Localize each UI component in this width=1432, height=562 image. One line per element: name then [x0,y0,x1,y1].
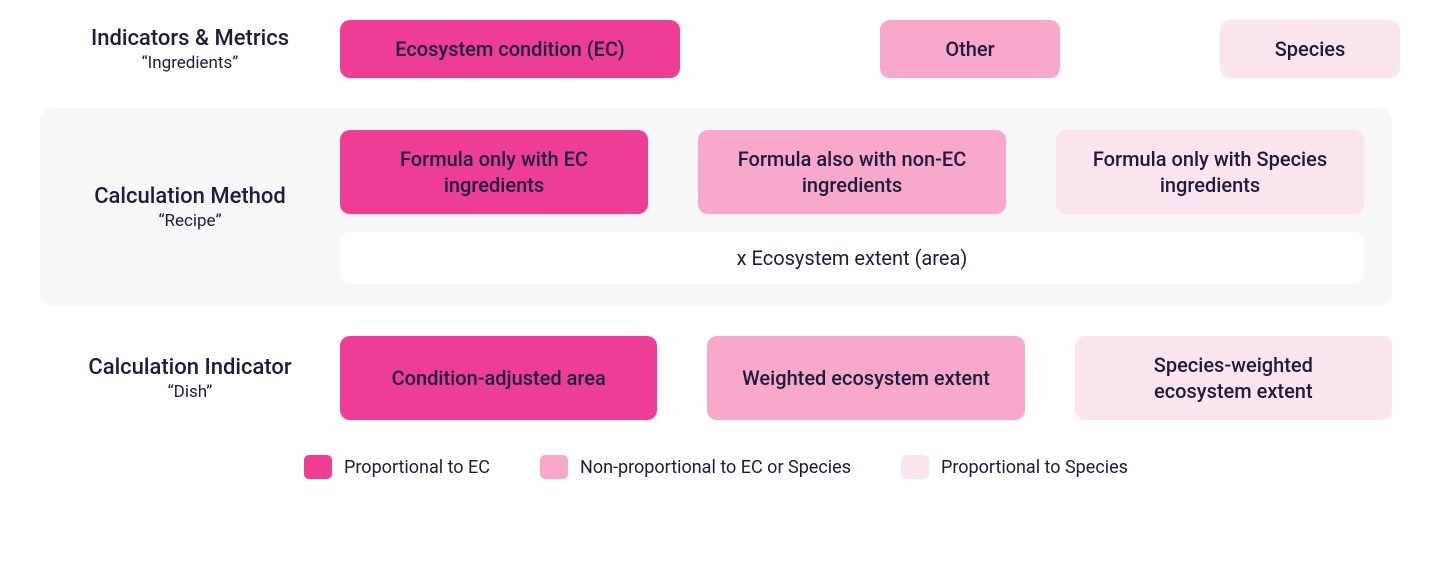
swatch-light [901,455,929,479]
method-title: Calculation Method [40,184,340,209]
row-method-label: Calculation Method “Recipe” [40,184,340,231]
pill-other: Other [880,20,1060,78]
legend: Proportional to EC Non-proportional to E… [40,455,1392,479]
swatch-mid [540,455,568,479]
pill-ecosystem-condition: Ecosystem condition (EC) [340,20,680,78]
method-subtitle: “Recipe” [40,211,340,231]
method-pills: Formula only with EC ingredients Formula… [340,130,1364,214]
pill-formula-species: Formula only with Species ingredients [1056,130,1364,214]
indicators-subtitle: “Ingredients” [40,53,340,73]
indicators-title: Indicators & Metrics [40,26,340,51]
row-indicators: Indicators & Metrics “Ingredients” Ecosy… [40,20,1392,78]
legend-label-nonprop: Non-proportional to EC or Species [580,457,851,478]
pill-species: Species [1220,20,1400,78]
legend-item-species: Proportional to Species [901,455,1128,479]
swatch-dark [304,455,332,479]
calc-indicator-subtitle: “Dish” [40,382,340,402]
legend-item-ec: Proportional to EC [304,455,490,479]
pill-formula-non-ec: Formula also with non-EC ingredients [698,130,1006,214]
pill-species-weighted: Species-weighted ecosystem extent [1075,336,1392,420]
method-inner: Formula only with EC ingredients Formula… [340,130,1364,284]
pill-weighted-extent: Weighted ecosystem extent [707,336,1024,420]
pill-formula-ec: Formula only with EC ingredients [340,130,648,214]
row-indicators-label: Indicators & Metrics “Ingredients” [40,26,340,73]
legend-label-ec: Proportional to EC [344,457,490,478]
pill-condition-adjusted: Condition-adjusted area [340,336,657,420]
legend-label-species: Proportional to Species [941,457,1128,478]
extent-bar: x Ecosystem extent (area) [340,232,1364,284]
calc-indicator-title: Calculation Indicator [40,355,340,380]
calc-indicator-pills: Condition-adjusted area Weighted ecosyst… [340,336,1392,420]
row-calc-indicator: Calculation Indicator “Dish” Condition-a… [40,336,1392,420]
legend-item-nonprop: Non-proportional to EC or Species [540,455,851,479]
indicators-pills: Ecosystem condition (EC) Other Species [340,20,1400,78]
row-calc-indicator-label: Calculation Indicator “Dish” [40,355,340,402]
row-method: Calculation Method “Recipe” Formula only… [40,108,1392,306]
